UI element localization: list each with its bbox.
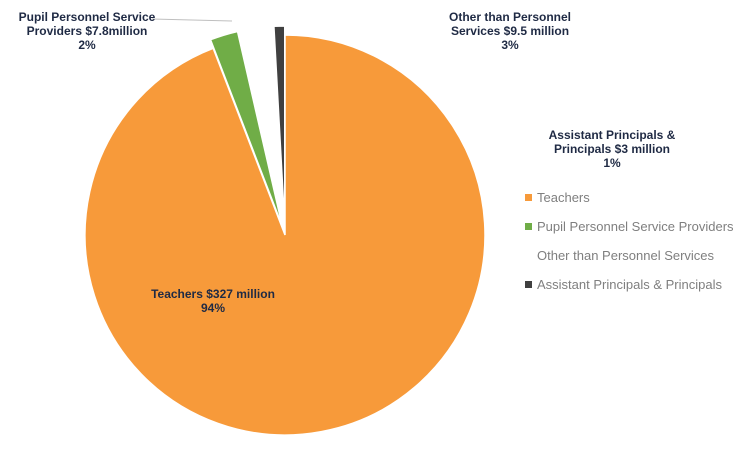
legend-label-assistant-principals: Assistant Principals & Principals bbox=[537, 277, 722, 292]
legend-swatch-assistant-principals bbox=[525, 281, 532, 288]
data-label-other-than-personnel: Other than Personnel Services $9.5 milli… bbox=[448, 10, 572, 52]
pie-slice-other-than-personnel bbox=[237, 25, 285, 227]
legend-item-pupil-personnel: Pupil Personnel Service Providers bbox=[525, 212, 734, 241]
data-label-teachers: Teachers $327 million 94% bbox=[151, 287, 275, 315]
legend-label-pupil-personnel: Pupil Personnel Service Providers bbox=[537, 219, 734, 234]
legend-swatch-pupil-personnel bbox=[525, 223, 532, 230]
legend-label-other-than-personnel: Other than Personnel Services bbox=[537, 248, 715, 263]
legend-swatch-other-than-personnel bbox=[525, 252, 532, 259]
legend-item-teachers: Teachers bbox=[525, 183, 734, 212]
leader-line-pupil-personnel bbox=[151, 18, 233, 22]
legend-item-assistant-principals: Assistant Principals & Principals bbox=[525, 270, 734, 299]
pie-slice-teachers bbox=[84, 34, 486, 436]
pie-slice-assistant-principals bbox=[273, 25, 286, 227]
legend-label-teachers: Teachers bbox=[537, 190, 590, 205]
data-label-assistant-principals: Assistant Principals & Principals $3 mil… bbox=[548, 128, 676, 170]
chart-legend: Teachers Pupil Personnel Service Provide… bbox=[525, 183, 734, 299]
legend-item-other-than-personnel: Other than Personnel Services bbox=[525, 241, 734, 270]
pie-slice-pupil-personnel bbox=[209, 30, 284, 227]
data-label-pupil-personnel: Pupil Personnel Service Providers $7.8mi… bbox=[18, 10, 156, 52]
legend-swatch-teachers bbox=[525, 194, 532, 201]
